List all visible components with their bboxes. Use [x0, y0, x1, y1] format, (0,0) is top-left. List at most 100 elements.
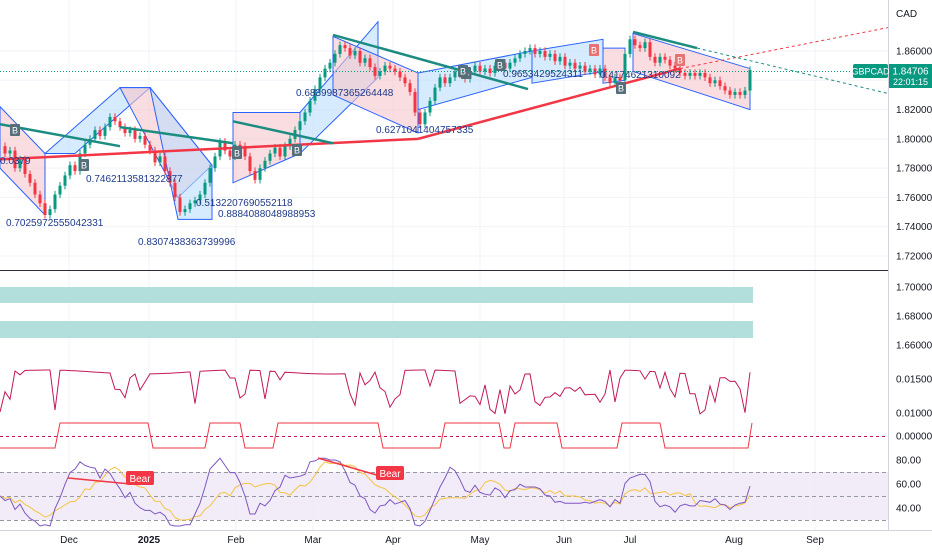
time-axis[interactable]: Dec 2025 Feb Mar Apr May Jun Jul Aug Sep [60, 535, 824, 546]
price-tick-label: 1.74000 [896, 222, 932, 233]
support-trend-line[interactable] [417, 67, 681, 141]
candle-body [133, 130, 137, 139]
candle-body [23, 159, 27, 174]
time-tick-label: May [471, 535, 490, 546]
candle-body [418, 112, 422, 125]
candle-body [543, 51, 547, 57]
fib-ratio-label: 0.5132207690552118 [196, 198, 293, 209]
resistance-extension-line[interactable] [696, 47, 889, 94]
candle-body [118, 121, 122, 128]
candle-body [403, 77, 407, 84]
grid-lines [0, 0, 888, 530]
candle-body [643, 42, 647, 49]
candle-body [583, 65, 587, 72]
candle-body [618, 77, 622, 81]
candle-body [258, 168, 262, 180]
candle-body [318, 77, 322, 90]
candle-body [253, 171, 257, 180]
candle-body [628, 39, 632, 54]
resistance-trend-line[interactable] [119, 125, 234, 145]
signal-box [589, 44, 599, 56]
candle-body [48, 209, 52, 215]
resistance-trend-line[interactable] [632, 30, 698, 50]
candle-body [653, 56, 657, 63]
signal-label: B [591, 46, 597, 56]
buy-signal-marker: B [232, 147, 242, 159]
candle-body [148, 144, 152, 151]
candle-body [338, 45, 342, 54]
candle-body [738, 92, 742, 95]
candle-body [238, 144, 242, 147]
fib-ratio-label: 0.7462113581322877 [86, 174, 183, 185]
indicator-band-upper [0, 287, 753, 303]
candle-body [408, 83, 412, 92]
candle-body [288, 138, 292, 147]
candle-body [678, 68, 682, 73]
indicator-tick-label: 1.70000 [896, 283, 932, 294]
candle-body [158, 156, 162, 163]
candle-body [383, 65, 387, 72]
resistance-trend-line[interactable] [232, 120, 334, 145]
buy-signal-marker: B [616, 82, 626, 94]
candle-body [713, 80, 717, 84]
candle-body [53, 194, 57, 210]
candle-body [528, 48, 532, 51]
candle-body [723, 86, 727, 91]
candle-body [673, 65, 677, 69]
signal-box [292, 144, 302, 156]
fib-ratio-label: 0.8307438363739996 [138, 237, 236, 248]
candle-body [708, 77, 712, 84]
candle-body [733, 92, 737, 95]
candle-body [173, 182, 177, 198]
candle-body [193, 200, 197, 204]
candle-body [388, 65, 392, 69]
candle-body [178, 197, 182, 213]
signal-box [79, 159, 89, 171]
candle-body [3, 146, 7, 154]
fib-ratio-label: 0.7025972555042331 [6, 218, 104, 229]
signal-label: B [234, 149, 240, 159]
candle-body [693, 72, 697, 76]
candle-body [658, 56, 662, 63]
rsi-tick-label: 40.00 [896, 504, 921, 515]
candle-body [223, 141, 227, 151]
time-tick-label: Dec [60, 535, 78, 546]
candle-body [573, 62, 577, 69]
candle-body [638, 45, 642, 49]
candle-body [108, 116, 112, 128]
candle-body [683, 72, 687, 76]
candle-body [73, 165, 77, 172]
price-tick-label: 1.80000 [896, 134, 932, 145]
candle-body [298, 121, 302, 131]
last-price-badge: 1.84706 22:01:15 [889, 64, 932, 88]
time-tick-label: Mar [304, 535, 322, 546]
indicator-tick-label: 0.00000 [896, 432, 932, 443]
fib-ratio-label: 0.6839987365264448 [296, 88, 394, 99]
candle-body [323, 68, 327, 78]
resistance-trend-line[interactable] [332, 33, 529, 91]
indicator-tick-label: 0.01500 [896, 375, 932, 386]
candle-body [448, 77, 452, 84]
buy-signal-marker: B [589, 44, 599, 56]
bear-divergence-line [67, 477, 131, 485]
candle-body [63, 175, 67, 186]
candle-body [208, 168, 212, 183]
candle-body [348, 48, 352, 56]
candle-body [483, 68, 487, 72]
price-tick-label: 1.86000 [896, 47, 932, 58]
signal-label: B [294, 146, 300, 156]
support-trend-line[interactable] [0, 137, 419, 161]
symbol-badge: GBPCAD [851, 64, 890, 78]
candle-body [313, 89, 317, 101]
fib-ratio-label: 0.6271041404757335 [376, 125, 474, 136]
candle-body [128, 130, 132, 133]
candle-body [263, 160, 267, 169]
price-axis[interactable]: 1.860001.840001.820001.800001.780001.760… [896, 47, 932, 515]
candle-body [113, 116, 117, 122]
candle-body [328, 62, 332, 69]
signal-label: B [497, 61, 503, 71]
support-extension-line[interactable] [679, 27, 889, 70]
price-tick-label: 1.78000 [896, 164, 932, 175]
